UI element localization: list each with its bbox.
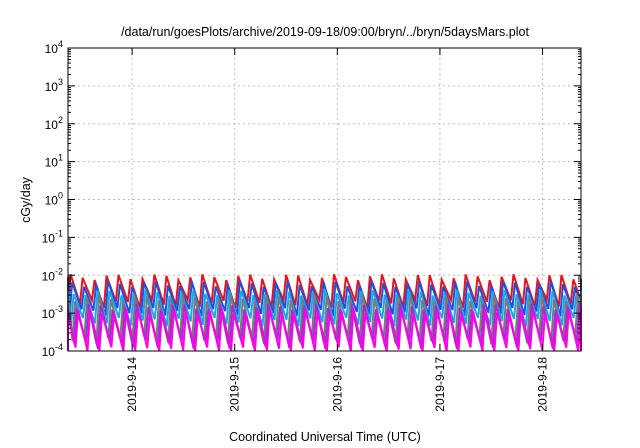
grid	[68, 48, 581, 351]
y-tick-label: 10-3	[42, 304, 63, 321]
y-tick-label: 103	[45, 77, 63, 94]
series-line	[67, 273, 582, 309]
series-line	[67, 308, 582, 352]
x-tick-label: 2019-9-16	[330, 357, 344, 412]
y-axis-label: cGy/day	[19, 176, 33, 223]
x-tick-label: 2019-9-14	[125, 357, 139, 412]
x-tick-label: 2019-9-17	[433, 357, 447, 412]
y-tick-label: 10-4	[42, 342, 63, 359]
y-axis: 10-4 10-3 10-2 10-1 100 101 102 103 104	[42, 39, 581, 359]
y-tick-label: 102	[45, 115, 63, 132]
y-tick-label: 100	[45, 191, 63, 208]
x-axis: 2019-9-14 2019-9-15 2019-9-16 2019-9-17 2019…	[125, 48, 550, 412]
chart-title: /data/run/goesPlots/archive/2019-09-18/0…	[121, 25, 529, 39]
y-tick-label: 10-1	[42, 228, 63, 245]
y-tick-label: 104	[45, 39, 63, 56]
x-tick-label: 2019-9-15	[228, 357, 242, 412]
series-line	[67, 303, 582, 350]
plot-area	[67, 273, 582, 352]
y-tick-label: 10-2	[42, 266, 63, 283]
series-line	[67, 295, 582, 345]
y-tick-label: 101	[45, 153, 63, 170]
series-line	[67, 280, 582, 317]
x-tick-label: 2019-9-18	[536, 357, 550, 412]
series-line	[67, 289, 582, 327]
x-axis-label: Coordinated Universal Time (UTC)	[229, 430, 421, 444]
